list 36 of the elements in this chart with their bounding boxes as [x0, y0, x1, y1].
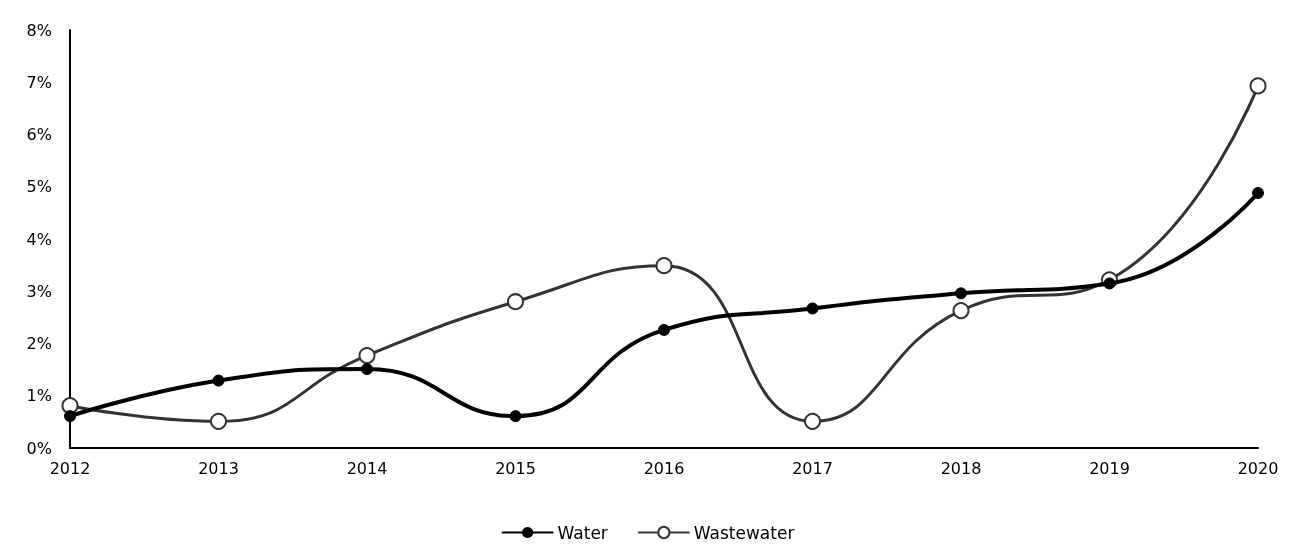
point: [361, 363, 373, 376]
y-tick-label: 6%: [26, 125, 52, 144]
y-tick-label: 1%: [26, 386, 52, 406]
x-tick-label: 2017: [792, 458, 833, 478]
point: [955, 287, 967, 300]
point: [1252, 187, 1264, 200]
point: [210, 412, 227, 430]
x-tick-label: 2012: [49, 458, 91, 478]
point: [64, 410, 76, 423]
point: [952, 302, 970, 320]
point: [1103, 277, 1116, 290]
y-tick-label: 4%: [26, 229, 52, 249]
y-tick-label: 7%: [26, 72, 52, 92]
legend-label: Water: [557, 522, 608, 543]
legend-label: Wastewater: [693, 522, 795, 543]
y-tick-label: 3%: [26, 281, 52, 301]
x-tick-label: 2013: [198, 458, 239, 478]
point: [655, 257, 673, 275]
point: [658, 323, 670, 336]
x-tick-label: 2015: [495, 458, 536, 478]
y-tick-label: 2%: [26, 334, 52, 353]
x-tick-label: 2019: [1089, 458, 1130, 478]
x-tick-label: 2020: [1237, 458, 1279, 478]
x-tick-label: 2018: [940, 458, 982, 478]
point: [212, 374, 225, 387]
point: [358, 347, 376, 365]
point: [1249, 77, 1267, 95]
y-tick-label: 0%: [26, 438, 52, 458]
point: [507, 293, 524, 311]
x-tick-label: 2016: [643, 458, 685, 478]
x-tick-label: 2014: [346, 458, 388, 478]
y-tick-label: 5%: [26, 177, 52, 197]
point: [804, 412, 821, 430]
point: [806, 302, 819, 315]
point: [509, 410, 522, 423]
y-tick-label: 8%: [26, 20, 52, 40]
